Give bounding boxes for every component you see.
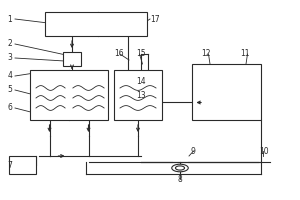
Text: 10: 10	[260, 146, 269, 156]
Text: 16: 16	[114, 49, 124, 58]
Text: 17: 17	[150, 15, 160, 23]
Bar	[114, 70, 162, 120]
Bar	[30, 70, 108, 120]
Text: 13: 13	[136, 92, 146, 100]
Ellipse shape	[176, 166, 184, 170]
Text: 1: 1	[8, 15, 12, 23]
Ellipse shape	[172, 164, 188, 172]
Text: 2: 2	[8, 40, 12, 48]
Bar	[9, 156, 36, 174]
Text: 14: 14	[136, 77, 146, 86]
Text: 3: 3	[8, 53, 12, 62]
Text: 8: 8	[177, 174, 182, 184]
Text: 12: 12	[201, 49, 211, 58]
Text: 15: 15	[136, 49, 146, 58]
Text: 9: 9	[190, 146, 195, 156]
Text: 7: 7	[8, 160, 12, 170]
Text: 4: 4	[8, 72, 12, 80]
Text: 5: 5	[8, 85, 12, 94]
Text: 11: 11	[240, 49, 250, 58]
Bar	[45, 12, 147, 36]
Text: 6: 6	[8, 104, 12, 112]
Bar	[63, 52, 81, 66]
Bar	[192, 64, 261, 120]
